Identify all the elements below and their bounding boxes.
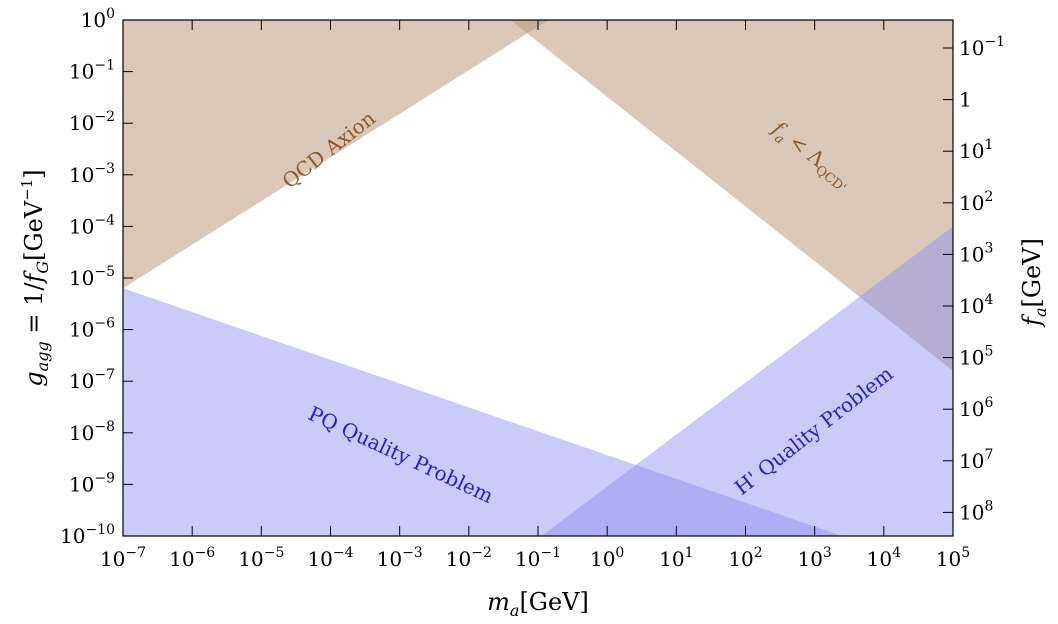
y-right-tick-label: 107 [959,447,993,473]
x-tick-label: 100 [590,545,624,571]
y-right-tick-label: 10−1 [959,34,1005,60]
y-left-axis-title: gagg = 1/fG[GeV−1] [18,169,52,386]
y-tick-label: 10−2 [69,109,115,135]
y-right-tick-label: 104 [959,292,993,318]
y-right-tick-label: 1 [959,88,972,112]
x-tick-label: 10−3 [377,545,423,571]
x-tick-label: 103 [797,545,831,571]
regions-layer [123,20,953,536]
y-tick-label: 10−3 [69,161,115,187]
x-tick-label: 10−4 [307,545,353,571]
y-tick-label: 10−7 [69,367,115,393]
y-tick-label: 10−9 [69,470,115,496]
y-tick-label: 10−6 [69,316,115,342]
y-tick-label: 10−5 [69,264,115,290]
region-2 [123,288,843,536]
x-tick-label: 10−2 [446,545,492,571]
y-right-tick-label: 101 [959,137,993,163]
x-tick-label: 10−5 [238,545,284,571]
x-tick-label: 105 [936,545,970,571]
x-tick-label: 102 [728,545,762,571]
y-right-tick-label: 108 [959,498,993,524]
y-tick-label: 10−4 [69,212,115,238]
y-right-tick-label: 103 [959,240,993,266]
x-tick-label: 101 [659,545,693,571]
ticks-layer: 10−7 10−6 10−5 10−4 10−3 10−2 10−1 100 101 102 103… [60,6,1005,571]
x-tick-label: 10−7 [100,545,146,571]
y-tick-label: 10−10 [60,522,115,548]
y-right-axis-title: fa[GeV] [1018,238,1050,328]
x-tick-label: 104 [867,545,901,571]
region-1 [510,20,953,371]
axis-titles-layer: ma[GeV] gagg = 1/fG[GeV−1] fa[GeV] [18,169,1050,620]
region-3 [541,226,953,536]
x-tick-label: 10−1 [515,545,561,571]
y-tick-label: 10−8 [69,419,115,445]
y-tick-label: 100 [81,6,115,32]
y-tick-label: 10−1 [69,58,115,84]
y-right-tick-label: 106 [959,395,993,421]
region-0 [123,20,549,289]
x-tick-label: 10−6 [169,545,215,571]
y-right-tick-label: 102 [959,189,993,215]
x-axis-title: ma[GeV] [487,588,589,619]
y-right-tick-label: 105 [959,344,993,370]
